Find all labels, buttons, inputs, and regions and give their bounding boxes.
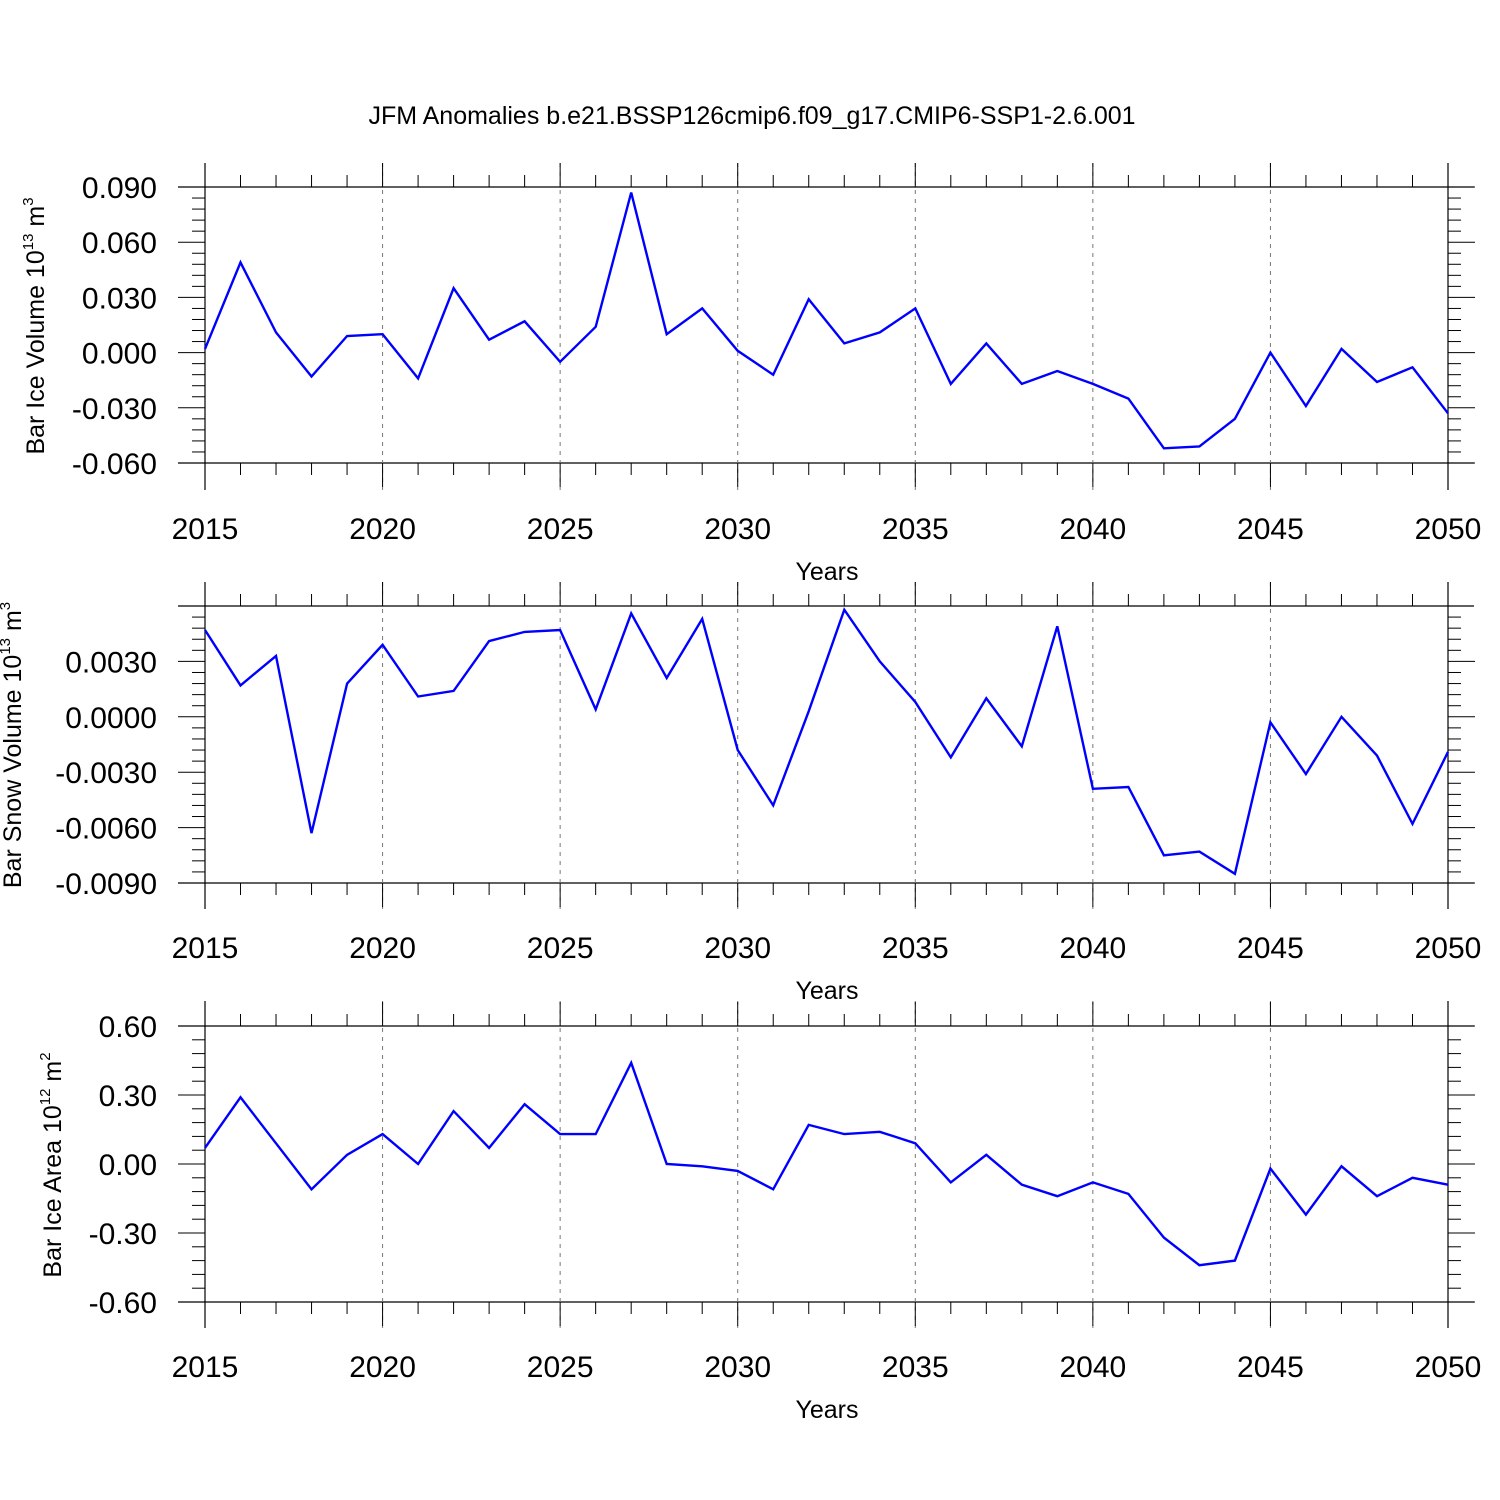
y-tick-label: -0.30 bbox=[89, 1218, 157, 1251]
x-axis-label: Years bbox=[795, 558, 858, 586]
y-axis-label-text: m bbox=[39, 1061, 67, 1089]
x-tick-label: 2030 bbox=[704, 513, 771, 546]
x-tick-label: 2045 bbox=[1237, 932, 1304, 965]
y-axis-label-superscript: 13 bbox=[0, 638, 14, 655]
series-line bbox=[203, 192, 1449, 450]
x-tick-label: 2050 bbox=[1415, 513, 1482, 546]
x-tick-label: 2030 bbox=[704, 932, 771, 965]
y-tick-label: -0.0030 bbox=[55, 757, 157, 790]
y-axis-label: Bar Ice Volume 1013 m3 bbox=[20, 197, 50, 454]
panel-1: 2015 2020 2025 2030 2035 2040 2045 2050 0.090 0.0… bbox=[20, 163, 1481, 586]
y-tick-label: -0.0060 bbox=[55, 813, 157, 846]
y-axis-label-superscript: 3 bbox=[20, 197, 37, 205]
series-line bbox=[204, 1059, 1449, 1267]
x-tick-label: 2040 bbox=[1059, 513, 1126, 546]
y-axis-label-text: Bar Snow Volume 10 bbox=[0, 655, 27, 888]
x-tick-label: 2030 bbox=[704, 1351, 771, 1384]
series-line bbox=[203, 607, 1450, 876]
y-tick-label: 0.30 bbox=[99, 1080, 157, 1113]
y-axis-label: Bar Ice Area 1012 m2 bbox=[37, 1052, 67, 1277]
x-tick-label: 2015 bbox=[172, 1351, 239, 1384]
x-tick-label: 2050 bbox=[1415, 1351, 1482, 1384]
x-axis-label: Years bbox=[795, 977, 858, 1005]
x-axis-label: Years bbox=[795, 1396, 858, 1424]
x-tick-label: 2015 bbox=[172, 932, 239, 965]
x-tick-label: 2045 bbox=[1237, 513, 1304, 546]
panel-2: 2015 2020 2025 2030 2035 2040 2045 2050 0.0030 0.… bbox=[0, 582, 1481, 1005]
chart-title: JFM Anomalies b.e21.BSSP126cmip6.f09_g17… bbox=[368, 102, 1135, 130]
x-tick-label: 2040 bbox=[1059, 1351, 1126, 1384]
x-tick-label: 2020 bbox=[349, 932, 416, 965]
y-tick-label: 0.090 bbox=[82, 172, 157, 205]
y-tick-label: 0.0030 bbox=[65, 646, 157, 679]
y-tick-label: -0.0090 bbox=[55, 868, 157, 901]
y-axis-label-text: Bar Ice Area 10 bbox=[39, 1105, 67, 1277]
x-tick-label: 2025 bbox=[527, 513, 594, 546]
y-tick-label: 0.000 bbox=[82, 338, 157, 371]
x-tick-label: 2035 bbox=[882, 932, 949, 965]
y-axis-label-text: Bar Ice Volume 10 bbox=[22, 250, 50, 454]
x-tick-label: 2035 bbox=[882, 513, 949, 546]
x-tick-label: 2025 bbox=[527, 932, 594, 965]
panels-container: 2015 2020 2025 2030 2035 2040 2045 2050 0.090 0.0… bbox=[0, 163, 1481, 1424]
x-tick-label: 2025 bbox=[527, 1351, 594, 1384]
y-tick-label: 0.060 bbox=[82, 227, 157, 260]
y-tick-label: -0.060 bbox=[72, 448, 157, 481]
x-tick-label: 2050 bbox=[1415, 932, 1482, 965]
y-axis-label-superscript: 13 bbox=[20, 234, 37, 251]
x-tick-label: 2035 bbox=[882, 1351, 949, 1384]
y-axis-label-superscript: 12 bbox=[37, 1089, 54, 1106]
y-axis-label-text: m bbox=[0, 610, 27, 638]
y-tick-label: 0.030 bbox=[82, 282, 157, 315]
x-tick-label: 2040 bbox=[1059, 932, 1126, 965]
y-axis-label-superscript: 2 bbox=[37, 1052, 54, 1060]
y-tick-label: 0.00 bbox=[99, 1149, 157, 1182]
y-tick-label: 0.60 bbox=[99, 1011, 157, 1044]
x-tick-label: 2020 bbox=[349, 1351, 416, 1384]
x-tick-label: 2045 bbox=[1237, 1351, 1304, 1384]
x-tick-label: 2020 bbox=[349, 513, 416, 546]
panel-3: 2015 2020 2025 2030 2035 2040 2045 2050 0.60 0.30… bbox=[37, 1001, 1481, 1424]
x-tick-label: 2015 bbox=[172, 513, 239, 546]
y-axis-label: Bar Snow Volume 1013 m3 bbox=[0, 602, 27, 888]
y-tick-label: 0.0000 bbox=[65, 702, 157, 735]
y-axis-label-text: m bbox=[22, 206, 50, 234]
y-tick-label: -0.60 bbox=[89, 1287, 157, 1320]
y-tick-label: -0.030 bbox=[72, 393, 157, 426]
y-axis-label-superscript: 3 bbox=[0, 602, 14, 610]
